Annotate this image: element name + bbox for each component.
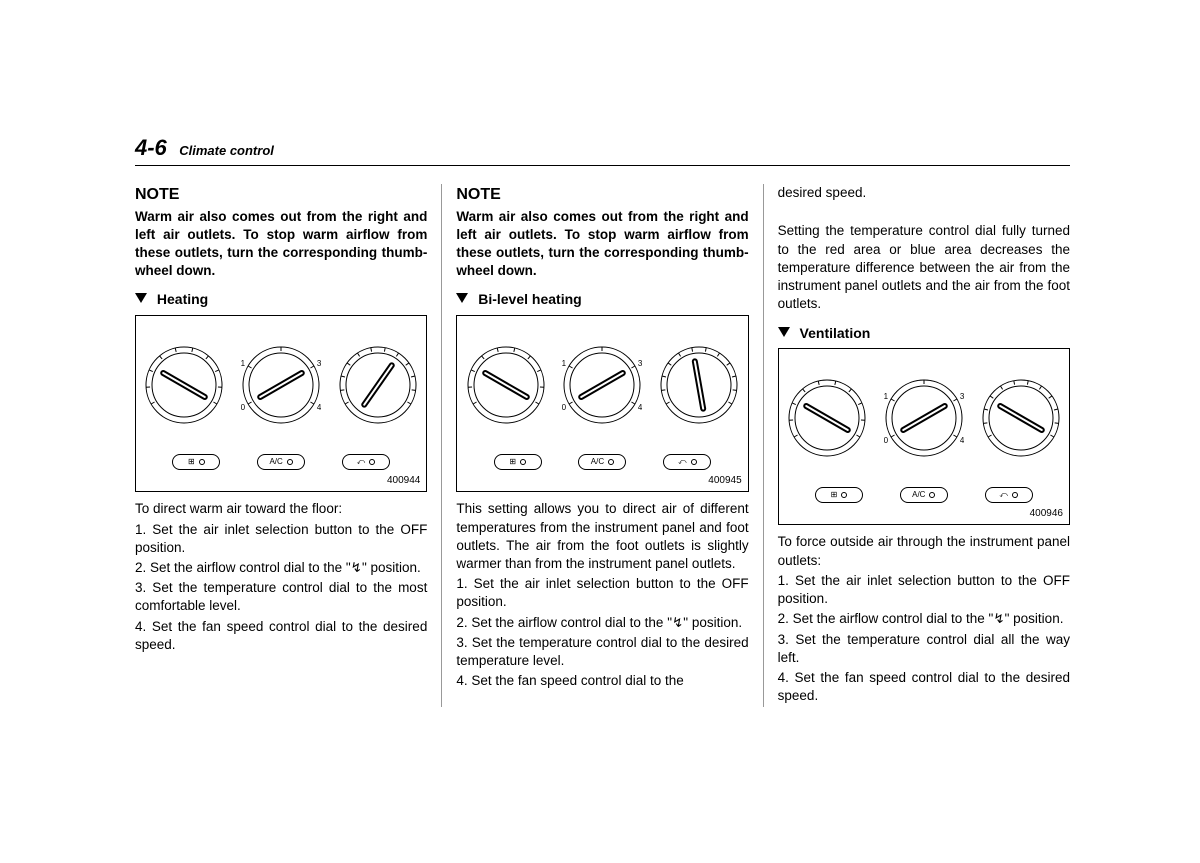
page-number: 4-6 bbox=[135, 135, 167, 160]
panel-button: ⊞ bbox=[494, 454, 542, 470]
paragraph: 3. Set the temperature control dial to t… bbox=[456, 634, 748, 670]
dial-icon: 0 1 2 3 4 bbox=[562, 345, 642, 429]
figure-id: 400945 bbox=[708, 474, 741, 488]
svg-text:2: 2 bbox=[279, 345, 284, 346]
pre-body-text: desired speed. Setting the temperature co… bbox=[778, 184, 1070, 314]
svg-text:4: 4 bbox=[960, 436, 964, 445]
column-2: NOTE Warm air also comes out from the ri… bbox=[446, 184, 758, 707]
column-3: desired speed. Setting the temperature co… bbox=[768, 184, 1070, 707]
svg-text:0: 0 bbox=[884, 436, 889, 445]
dial-icon bbox=[787, 378, 867, 462]
svg-text:4: 4 bbox=[317, 403, 321, 412]
panel-button: A/C bbox=[900, 487, 948, 503]
panel-button: ⤺ bbox=[663, 454, 711, 470]
note-heading: NOTE bbox=[456, 184, 748, 206]
paragraph: 2. Set the airflow control dial to the "… bbox=[135, 559, 427, 577]
paragraph: 4. Set the fan speed control dial to the… bbox=[135, 618, 427, 654]
content-columns: NOTE Warm air also comes out from the ri… bbox=[135, 184, 1070, 707]
paragraph: 1. Set the air inlet selection button to… bbox=[778, 572, 1070, 608]
svg-text:3: 3 bbox=[638, 359, 642, 368]
svg-text:0: 0 bbox=[241, 403, 246, 412]
page-header: 4-6 Climate control bbox=[135, 135, 1070, 166]
manual-page: 4-6 Climate control NOTE Warm air also c… bbox=[0, 0, 1200, 707]
section-title: Climate control bbox=[179, 143, 274, 158]
figure-id: 400944 bbox=[387, 474, 420, 488]
svg-text:1: 1 bbox=[562, 359, 567, 368]
dial-icon bbox=[338, 345, 418, 429]
climate-control-figure: 0 1 2 3 4 ⊞ A/C ⤺ 400945 bbox=[456, 315, 748, 492]
paragraph: This setting allows you to direct air of… bbox=[456, 500, 748, 573]
note-heading: NOTE bbox=[135, 184, 427, 206]
note-text: Warm air also comes out from the right a… bbox=[135, 208, 427, 281]
svg-text:0: 0 bbox=[562, 403, 567, 412]
panel-button: A/C bbox=[578, 454, 626, 470]
svg-text:2: 2 bbox=[600, 345, 605, 346]
body-text: This setting allows you to direct air of… bbox=[456, 500, 748, 690]
paragraph: 4. Set the fan speed control dial to the bbox=[456, 672, 748, 690]
dial-icon: 0 1 2 3 4 bbox=[241, 345, 321, 429]
paragraph: 2. Set the airflow control dial to the "… bbox=[456, 614, 748, 632]
dial-icon bbox=[466, 345, 546, 429]
svg-text:1: 1 bbox=[241, 359, 246, 368]
subhead-label: Heating bbox=[157, 291, 208, 307]
triangle-icon bbox=[135, 293, 147, 303]
svg-text:3: 3 bbox=[317, 359, 321, 368]
triangle-icon bbox=[456, 293, 468, 303]
column-1: NOTE Warm air also comes out from the ri… bbox=[135, 184, 437, 707]
paragraph: 1. Set the air inlet selection button to… bbox=[135, 521, 427, 557]
column-divider bbox=[763, 184, 764, 707]
figure-id: 400946 bbox=[1030, 507, 1063, 521]
paragraph: 2. Set the airflow control dial to the "… bbox=[778, 610, 1070, 628]
climate-control-figure: 0 1 2 3 4 ⊞ A/C ⤺ 400944 bbox=[135, 315, 427, 492]
paragraph: To direct warm air toward the floor: bbox=[135, 500, 427, 518]
svg-text:4: 4 bbox=[638, 403, 642, 412]
dial-icon: 0 1 2 3 4 bbox=[884, 378, 964, 462]
svg-text:2: 2 bbox=[922, 378, 927, 379]
paragraph: desired speed. bbox=[778, 184, 1070, 202]
panel-button: ⤺ bbox=[985, 487, 1033, 503]
subhead-label: Bi-level heating bbox=[478, 291, 581, 307]
dial-icon bbox=[981, 378, 1061, 462]
paragraph: 1. Set the air inlet selection button to… bbox=[456, 575, 748, 611]
panel-button: ⊞ bbox=[172, 454, 220, 470]
triangle-icon bbox=[778, 327, 790, 337]
column-divider bbox=[441, 184, 442, 707]
panel-button: ⊞ bbox=[815, 487, 863, 503]
dial-icon bbox=[144, 345, 224, 429]
svg-text:3: 3 bbox=[960, 392, 964, 401]
subheading-heating: Heating bbox=[135, 290, 427, 309]
svg-text:1: 1 bbox=[884, 392, 889, 401]
paragraph: To force outside air through the instrum… bbox=[778, 533, 1070, 569]
paragraph: 3. Set the temperature control dial all … bbox=[778, 631, 1070, 667]
paragraph: 3. Set the temperature control dial to t… bbox=[135, 579, 427, 615]
subheading-bilevel: Bi-level heating bbox=[456, 290, 748, 309]
panel-button: ⤺ bbox=[342, 454, 390, 470]
subhead-label: Ventilation bbox=[800, 325, 871, 341]
note-text: Warm air also comes out from the right a… bbox=[456, 208, 748, 281]
paragraph: 4. Set the fan speed control dial to the… bbox=[778, 669, 1070, 705]
dial-icon bbox=[659, 345, 739, 429]
paragraph: Setting the temperature control dial ful… bbox=[778, 222, 1070, 313]
body-text: To force outside air through the instrum… bbox=[778, 533, 1070, 705]
body-text: To direct warm air toward the floor: 1. S… bbox=[135, 500, 427, 654]
panel-button: A/C bbox=[257, 454, 305, 470]
climate-control-figure: 0 1 2 3 4 ⊞ A/C ⤺ 400946 bbox=[778, 348, 1070, 525]
subheading-ventilation: Ventilation bbox=[778, 324, 1070, 343]
